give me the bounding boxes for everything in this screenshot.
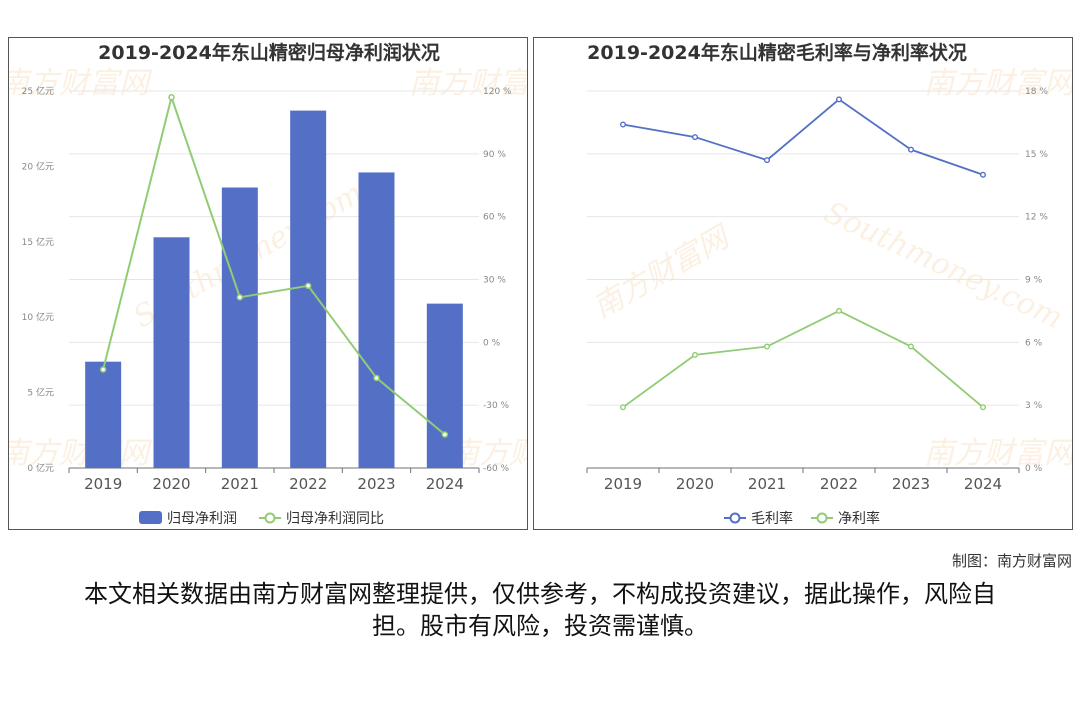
- x-axis-tick-label: 2023: [892, 475, 930, 493]
- left-axis-tick-label: 10 亿元: [22, 311, 54, 323]
- right-axis-tick-label: 6 %: [1025, 338, 1043, 348]
- x-axis-tick-label: 2024: [426, 475, 464, 493]
- data-point: [763, 157, 770, 164]
- left-axis-tick-label: 5 亿元: [27, 387, 54, 399]
- right-axis-tick-label: 12 %: [1025, 213, 1048, 223]
- net-profit-chart: 2019-2024年东山精密归母净利润状况 0 亿元 5 亿元 10 亿元 15 亿元 2…: [22, 41, 512, 527]
- bar: [85, 361, 122, 468]
- left-axis-tick-label: 20 亿元: [22, 160, 54, 172]
- right-axis-tick-label: 90 %: [483, 150, 506, 160]
- credit-label: 制图：南方财富网: [951, 552, 1072, 570]
- chart-panel-net-profit: 南方财富网 南方财富网 Southmoney.com 南方财富网 南方财富网 2…: [8, 37, 528, 530]
- x-axis-tick-label: 2020: [152, 475, 190, 493]
- right-axis-tick-label: 120 %: [483, 87, 512, 97]
- legend-label: 归母净利润同比: [286, 510, 384, 527]
- data-point: [836, 307, 843, 314]
- x-axis-tick-label: 2019: [84, 475, 122, 493]
- data-point: [691, 351, 698, 358]
- data-point: [836, 96, 843, 103]
- data-point: [763, 343, 770, 350]
- bar: [221, 187, 258, 468]
- legend-swatch-marker: [816, 512, 828, 524]
- x-axis-tick-label: 2024: [964, 475, 1002, 493]
- legend-swatch-marker: [264, 512, 276, 524]
- data-point: [304, 282, 312, 290]
- right-axis-tick-label: 15 %: [1025, 150, 1048, 160]
- x-axis-tick-label: 2020: [676, 475, 714, 493]
- x-axis-tick-label: 2021: [221, 475, 259, 493]
- data-point: [441, 431, 449, 438]
- data-point: [619, 121, 626, 128]
- data-point: [619, 404, 626, 411]
- data-point: [373, 374, 380, 382]
- right-axis-tick-label: 18 %: [1025, 87, 1048, 97]
- data-point: [980, 171, 987, 178]
- bar: [358, 172, 395, 468]
- right-axis-tick-label: 0 %: [483, 338, 501, 348]
- right-axis-tick-label: 3 %: [1025, 401, 1043, 411]
- disclaimer-text: 本文相关数据由南方财富网整理提供，仅供参考，不构成投资建议，据此操作，风险自担。…: [84, 580, 996, 640]
- right-axis-tick-label: -30 %: [483, 401, 510, 411]
- series-line-net-margin: [622, 309, 984, 408]
- x-axis-tick-label: 2021: [748, 475, 786, 493]
- data-point: [908, 343, 915, 350]
- bar: [426, 303, 463, 468]
- bar: [153, 237, 190, 468]
- chart-title: 2019-2024年东山精密毛利率与净利率状况: [587, 41, 967, 64]
- legend-swatch-bar: [139, 511, 162, 524]
- chart-title: 2019-2024年东山精密归母净利润状况: [98, 41, 440, 64]
- x-axis-tick-label: 2023: [357, 475, 395, 493]
- right-axis-tick-label: 0 %: [1025, 464, 1043, 474]
- data-point: [691, 134, 698, 141]
- right-axis-tick-label: 60 %: [483, 213, 506, 223]
- series-line-gross-margin: [622, 98, 984, 176]
- left-axis-tick-label: 0 亿元: [27, 462, 54, 474]
- legend-label: 净利率: [838, 510, 880, 527]
- chart-panel-margins: 南方财富网 南方财富网 Southmoney.com 南方财富网 2019-20…: [533, 37, 1073, 530]
- right-axis-tick-label: 30 %: [483, 276, 506, 286]
- legend-swatch-marker: [729, 512, 741, 524]
- x-axis-tick-label: 2022: [820, 475, 858, 493]
- right-axis-tick-label: -60 %: [483, 464, 510, 474]
- data-point: [99, 366, 107, 373]
- right-axis-tick-label: 9 %: [1025, 276, 1043, 286]
- legend-label: 归母净利润: [167, 510, 237, 527]
- legend-label: 毛利率: [751, 510, 793, 527]
- series-line-yoy: [102, 93, 446, 436]
- data-point: [980, 404, 987, 411]
- data-point: [236, 294, 244, 301]
- left-axis-tick-label: 25 亿元: [22, 85, 54, 97]
- data-point: [168, 94, 175, 101]
- left-axis-tick-label: 15 亿元: [22, 236, 54, 248]
- x-axis-tick-label: 2022: [289, 475, 327, 493]
- margin-chart: 2019-2024年东山精密毛利率与净利率状况 0 % 3 % 6 % 9 % 12 % 1…: [586, 41, 1048, 527]
- x-axis-tick-label: 2019: [604, 475, 642, 493]
- bar: [290, 110, 327, 468]
- data-point: [908, 146, 915, 153]
